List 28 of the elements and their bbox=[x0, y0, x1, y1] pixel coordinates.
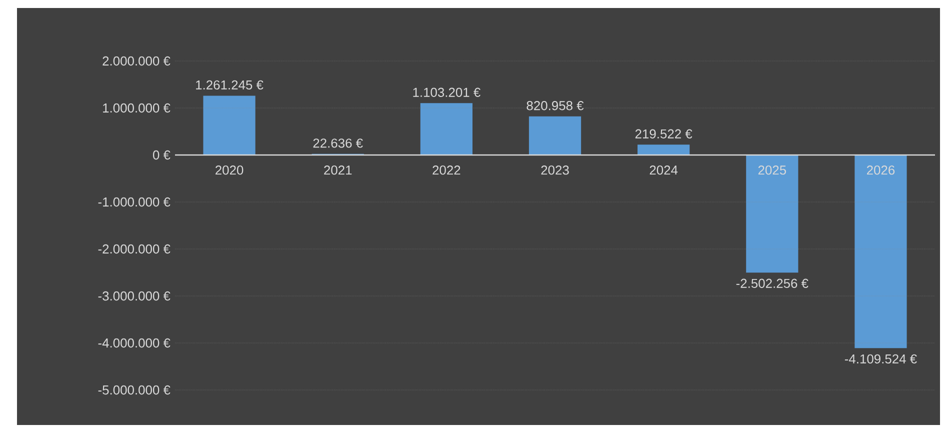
bar bbox=[420, 103, 472, 155]
data-label: 820.958 € bbox=[526, 101, 584, 110]
data-label: -4.109.524 € bbox=[844, 354, 917, 364]
x-tick-label: 2021 bbox=[324, 166, 352, 175]
y-tick-label: -1.000.000 € bbox=[98, 197, 170, 207]
y-tick-label: 0 € bbox=[152, 150, 170, 160]
x-tick-label: 2022 bbox=[432, 166, 460, 175]
x-tick-label: 2025 bbox=[758, 166, 786, 175]
y-tick-label: -3.000.000 € bbox=[98, 291, 170, 301]
x-tick-label: 2026 bbox=[866, 166, 895, 175]
x-tick-label: 2023 bbox=[541, 166, 569, 175]
y-tick-label: 1.000.000 € bbox=[103, 103, 170, 113]
x-tick-label: 2024 bbox=[650, 166, 678, 175]
bar bbox=[203, 96, 256, 155]
y-tick-label: -4.000.000 € bbox=[98, 338, 170, 348]
bar bbox=[746, 155, 798, 273]
bar bbox=[638, 144, 690, 155]
data-label: 219.522 € bbox=[635, 129, 692, 138]
bar bbox=[854, 155, 907, 348]
bar bbox=[528, 116, 582, 155]
data-label: 1.261.245 € bbox=[196, 80, 264, 90]
y-tick-label: -2.000.000 € bbox=[98, 244, 170, 254]
data-label: 22.636 € bbox=[313, 138, 363, 148]
data-label: -2.502.256 € bbox=[736, 278, 808, 288]
y-tick-label: 2.000.000 € bbox=[102, 56, 170, 66]
data-label: 1.103.201 € bbox=[413, 88, 480, 97]
x-tick-label: 2020 bbox=[216, 166, 244, 175]
y-tick-label: -5.000.000 € bbox=[98, 385, 170, 395]
